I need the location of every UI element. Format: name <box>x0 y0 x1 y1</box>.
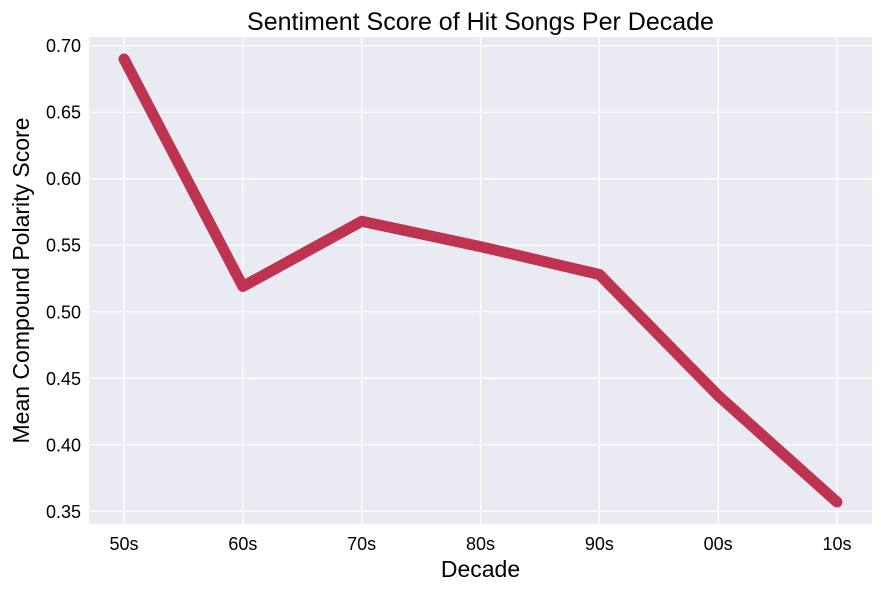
y-tick-label: 0.55 <box>46 236 81 256</box>
x-tick-label: 60s <box>228 534 257 554</box>
y-tick-label: 0.45 <box>46 369 81 389</box>
x-tick-label: 70s <box>347 534 376 554</box>
y-tick-label: 0.50 <box>46 302 81 322</box>
y-tick-label: 0.60 <box>46 169 81 189</box>
x-axis-ticks: 50s 60s 70s 80s 90s 00s 10s <box>109 534 851 554</box>
y-tick-label: 0.65 <box>46 103 81 123</box>
chart-title: Sentiment Score of Hit Songs Per Decade <box>247 8 714 36</box>
series-layer <box>118 53 843 508</box>
x-tick-label: 90s <box>585 534 614 554</box>
x-tick-label: 50s <box>109 534 138 554</box>
y-tick-label: 0.70 <box>46 36 81 56</box>
y-tick-label: 0.40 <box>46 435 81 455</box>
y-tick-label: 0.35 <box>46 502 81 522</box>
x-tick-label: 10s <box>822 534 851 554</box>
x-axis-label: Decade <box>441 556 520 582</box>
y-axis-label: Mean Compound Polarity Score <box>8 118 34 444</box>
x-tick-label: 80s <box>466 534 495 554</box>
x-tick-label: 00s <box>704 534 733 554</box>
series-line <box>118 53 843 508</box>
y-axis-ticks: 0.35 0.40 0.45 0.50 0.55 0.60 0.65 0.70 <box>46 36 81 522</box>
